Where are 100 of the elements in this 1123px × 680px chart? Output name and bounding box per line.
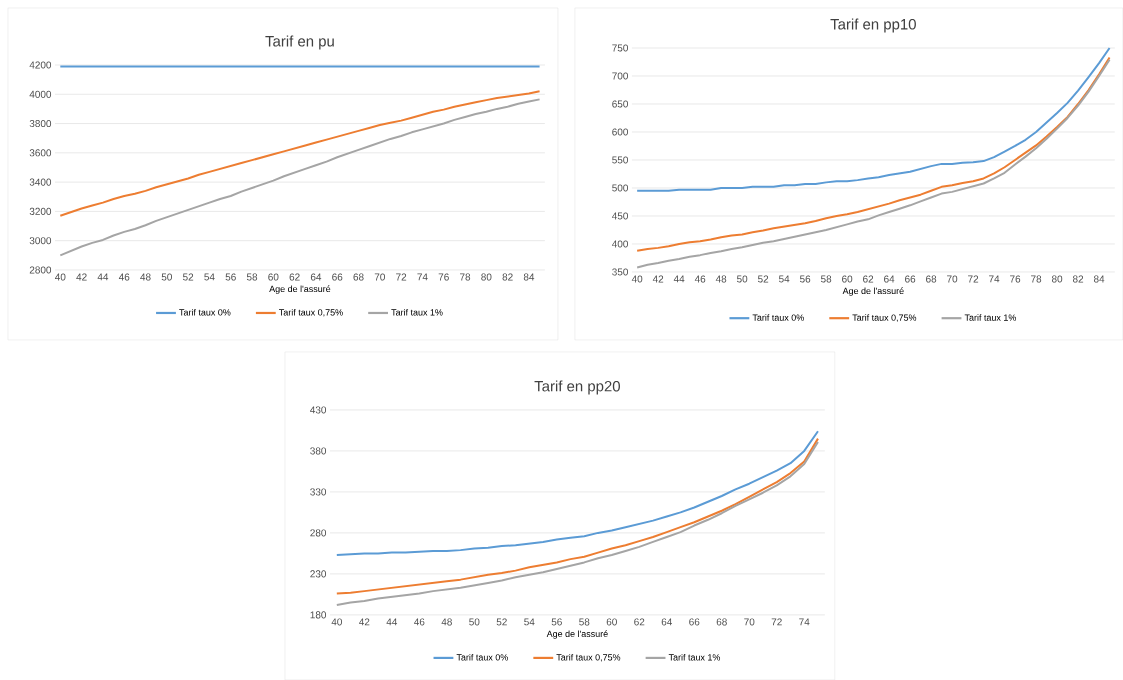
x-tick-label: 62 (634, 618, 645, 626)
y-tick-label: 450 (611, 212, 628, 220)
legend-label: Tarif taux 0% (179, 308, 231, 316)
x-axis-title: Age de l'assuré (842, 287, 904, 296)
x-tick-label: 42 (76, 273, 87, 281)
x-tick-label: 40 (331, 618, 342, 626)
y-tick-label: 230 (310, 570, 327, 578)
chart-title: Tarif en pp20 (534, 380, 620, 395)
x-tick-label: 42 (359, 618, 370, 626)
x-tick-label: 54 (524, 618, 535, 626)
legend-label: Tarif taux 0% (752, 314, 804, 321)
x-tick-label: 44 (386, 618, 398, 626)
x-tick-label: 52 (182, 273, 194, 281)
x-tick-label: 48 (441, 618, 452, 626)
x-tick-label: 76 (1010, 275, 1021, 283)
x-tick-label: 80 (481, 273, 492, 281)
y-tick-label: 430 (310, 406, 327, 414)
x-tick-label: 54 (778, 275, 790, 283)
x-tick-label: 72 (396, 273, 407, 281)
x-tick-label: 64 (310, 273, 322, 281)
x-tick-label: 66 (689, 618, 700, 626)
x-tick-label: 82 (502, 273, 513, 281)
x-tick-label: 70 (947, 275, 958, 283)
y-tick-label: 500 (612, 184, 628, 192)
legend-label: Tarif taux 0,75% (556, 653, 621, 662)
x-tick-label: 52 (757, 275, 769, 283)
legend-label: Tarif taux 1% (668, 653, 721, 661)
y-tick-label: 700 (612, 72, 628, 80)
x-tick-label: 52 (496, 618, 507, 626)
legend-label: Tarif taux 1% (964, 314, 1017, 321)
x-tick-label: 66 (332, 273, 343, 281)
x-tick-label: 58 (820, 275, 832, 283)
x-tick-label: 40 (631, 275, 643, 283)
x-tick-label: 80 (1051, 275, 1063, 283)
y-tick-label: 750 (612, 44, 628, 52)
x-tick-label: 78 (1031, 275, 1042, 283)
x-tick-label: 64 (884, 275, 895, 283)
x-tick-label: 72 (968, 275, 979, 283)
y-tick-label: 350 (612, 268, 628, 276)
x-tick-label: 74 (417, 273, 428, 281)
y-tick-label: 400 (611, 240, 628, 248)
y-tick-label: 550 (612, 156, 628, 164)
x-tick-label: 58 (246, 273, 258, 281)
x-tick-label: 60 (842, 275, 853, 283)
x-tick-label: 46 (694, 275, 706, 283)
y-tick-label: 3400 (29, 178, 52, 186)
y-tick-label: 3200 (29, 207, 52, 215)
x-tick-label: 74 (989, 275, 1000, 283)
x-tick-label: 56 (225, 273, 236, 281)
x-tick-label: 48 (140, 273, 151, 281)
x-tick-label: 66 (905, 275, 916, 283)
x-tick-label: 54 (204, 273, 215, 281)
y-tick-label: 2800 (29, 266, 52, 274)
y-tick-label: 380 (310, 447, 327, 455)
y-tick-label: 3600 (29, 149, 52, 157)
y-tick-label: 600 (612, 128, 628, 136)
legend-label: Tarif taux 0,75% (279, 308, 343, 317)
x-tick-label: 84 (523, 273, 535, 281)
x-tick-label: 76 (438, 273, 449, 281)
y-tick-label: 650 (612, 100, 628, 108)
x-tick-label: 70 (744, 618, 755, 626)
y-tick-label: 3000 (29, 237, 52, 245)
x-tick-label: 82 (1072, 275, 1084, 283)
x-tick-label: 84 (1093, 275, 1105, 283)
x-tick-label: 70 (374, 273, 385, 281)
x-tick-label: 46 (414, 618, 425, 626)
x-axis-title: Age de l'assuré (269, 285, 331, 294)
y-tick-label: 4000 (29, 90, 52, 98)
chart-title: Tarif en pp10 (830, 18, 916, 33)
x-tick-label: 72 (771, 618, 782, 626)
x-tick-label: 58 (579, 618, 590, 626)
y-tick-label: 280 (310, 529, 327, 537)
x-tick-label: 78 (460, 273, 471, 281)
x-tick-label: 56 (799, 275, 811, 283)
x-tick-label: 46 (118, 273, 130, 281)
x-tick-label: 60 (606, 618, 617, 626)
x-tick-label: 50 (161, 273, 172, 281)
y-tick-label: 330 (310, 488, 327, 496)
x-tick-label: 48 (715, 275, 727, 283)
x-tick-label: 44 (673, 275, 685, 283)
x-tick-label: 68 (716, 618, 727, 626)
chart-title: Tarif en pu (265, 35, 334, 50)
x-axis-title: Age de l'assuré (546, 630, 608, 639)
x-tick-label: 62 (863, 275, 874, 283)
x-tick-label: 64 (661, 618, 673, 626)
x-tick-label: 68 (353, 273, 364, 281)
x-tick-label: 56 (551, 618, 562, 626)
x-tick-label: 60 (268, 273, 279, 281)
y-tick-label: 180 (310, 611, 327, 619)
legend-label: Tarif taux 0,75% (852, 314, 917, 322)
x-tick-label: 44 (97, 273, 109, 281)
x-tick-label: 50 (736, 275, 748, 283)
y-tick-label: 3800 (29, 119, 52, 128)
legend-label: Tarif taux 0% (456, 653, 508, 661)
x-tick-label: 74 (799, 618, 810, 626)
x-tick-label: 40 (55, 273, 66, 281)
x-tick-label: 68 (926, 275, 937, 283)
x-tick-label: 42 (652, 275, 664, 283)
legend-label: Tarif taux 1% (391, 308, 443, 316)
y-tick-label: 4200 (29, 61, 52, 69)
